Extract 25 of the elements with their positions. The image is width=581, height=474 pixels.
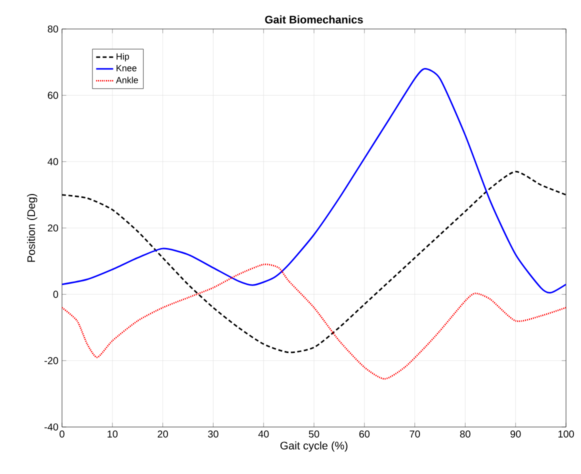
x-tick-label: 90 (510, 430, 521, 438)
x-tick-label: 40 (258, 430, 269, 438)
x-tick-label: 50 (308, 430, 320, 438)
x-tick-label: 20 (158, 430, 168, 438)
x-tick-label: 80 (460, 430, 470, 438)
legend-label: Knee (116, 65, 136, 72)
y-axis-title: Position (Deg) (27, 194, 38, 262)
x-tick-label: 0 (60, 430, 64, 438)
x-tick-label: 70 (410, 430, 420, 438)
x-tick-label: 10 (108, 430, 118, 438)
y-tick-label: 20 (48, 224, 58, 232)
line-series (62, 264, 566, 380)
legend-label: Hip (116, 53, 129, 62)
x-tick-label: 100 (558, 430, 574, 438)
legend-label: Ankle (116, 76, 138, 84)
chart-title: Gait Biomechanics (265, 15, 363, 24)
y-tick-label: 60 (48, 92, 58, 99)
x-tick-label: 30 (208, 430, 218, 438)
y-tick-label: 80 (48, 25, 58, 33)
x-tick-label: 60 (359, 430, 370, 438)
x-axis-title: Gait cycle (%) (280, 441, 348, 452)
y-tick-label: 0 (53, 290, 58, 298)
y-tick-label: 40 (48, 158, 58, 166)
y-tick-label: -20 (44, 357, 58, 364)
y-tick-label: -40 (44, 423, 58, 431)
